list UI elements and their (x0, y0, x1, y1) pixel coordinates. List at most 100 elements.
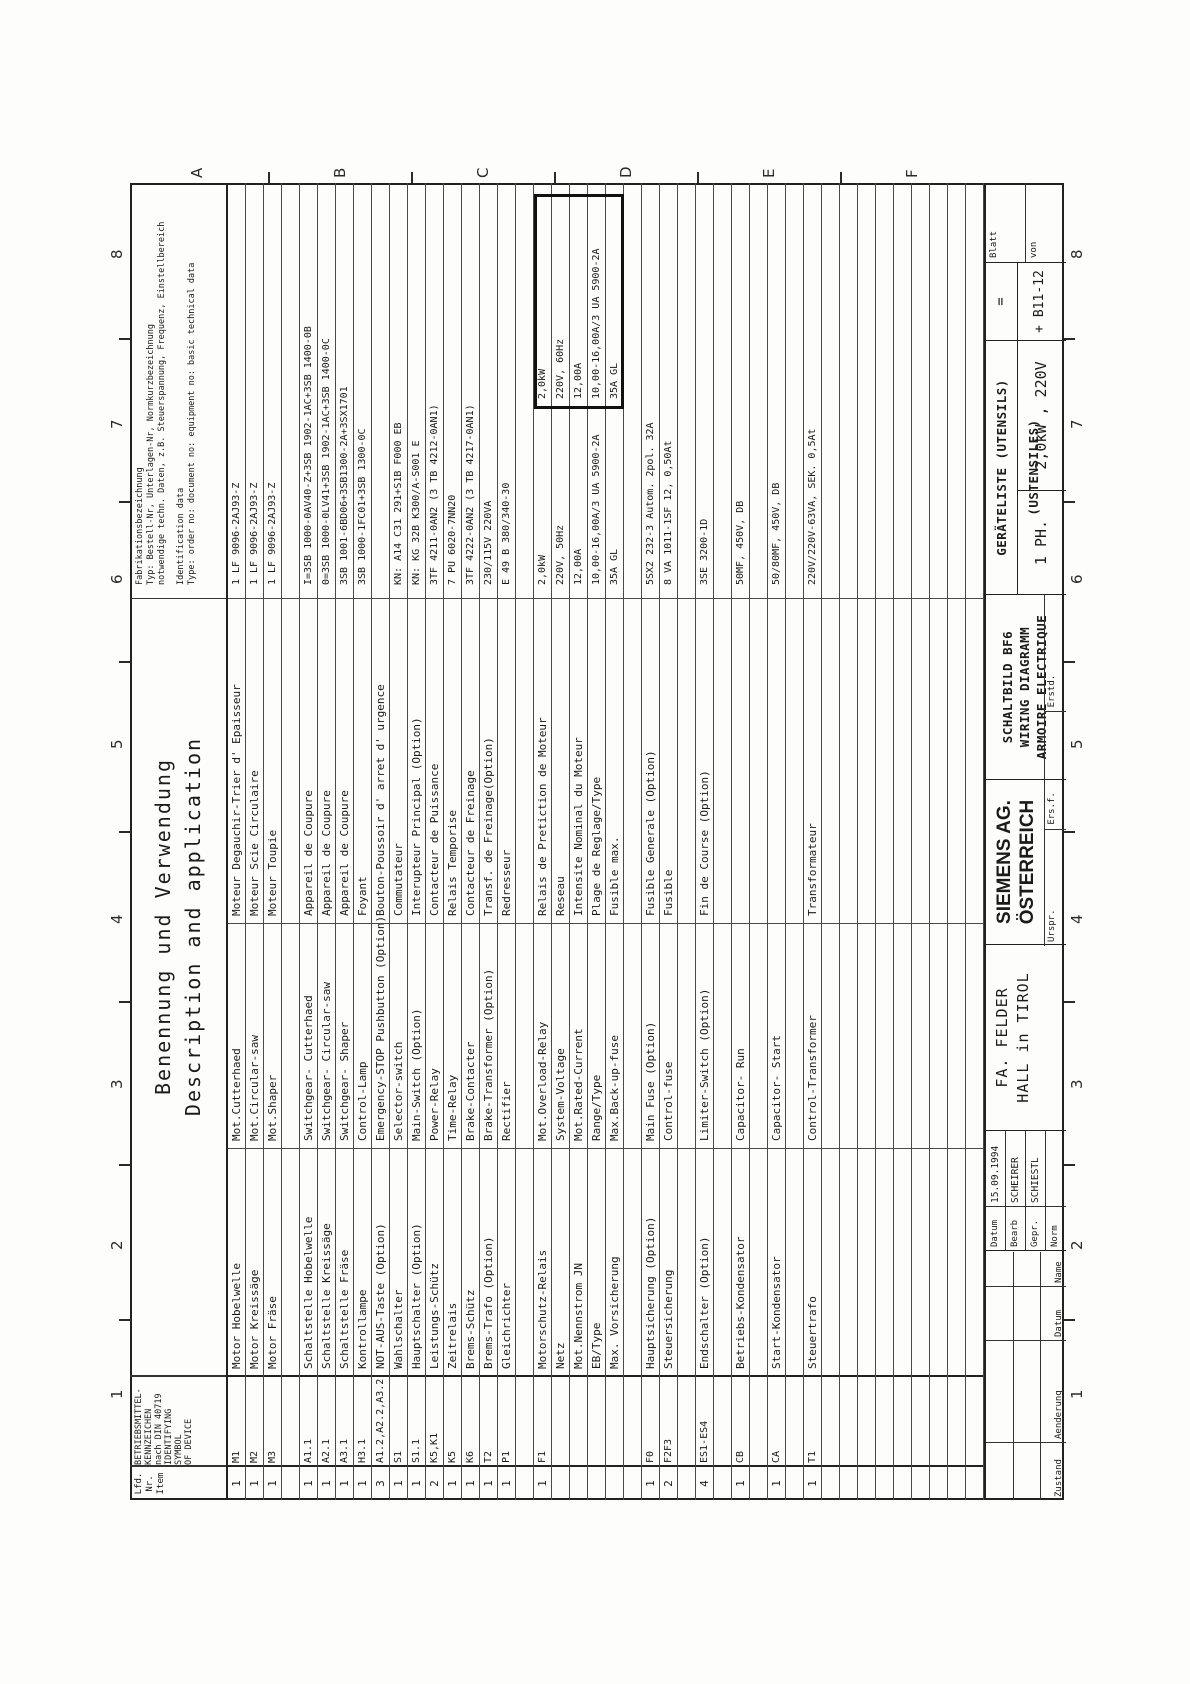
name-fr-cell (516, 599, 534, 924)
name-de-cell (930, 1149, 948, 1377)
ident-cell: KN: A14 C31 291+S1B F000 EB (393, 422, 404, 585)
drawing-title-en: WIRING DIAGRAMM (1017, 626, 1032, 748)
name-fr-cell: Appareil de Coupure (320, 790, 333, 916)
qty-cell: 1 (464, 1480, 477, 1487)
column-divider (354, 923, 371, 924)
symbol-cell: F1 (537, 1450, 548, 1463)
table-row: 1 M1 Motor Hobelwelle Mot.Cutterhaed Moteur … (228, 183, 246, 1500)
column-divider (804, 598, 821, 599)
name-en-cell: Limiter-Switch (Option) (698, 988, 711, 1141)
zone-number-top: 4 (108, 914, 126, 924)
symbol-cell (714, 1377, 732, 1467)
revision-divider (1040, 1287, 1041, 1340)
column-divider (498, 1465, 515, 1467)
column-divider (300, 1375, 317, 1377)
name-fr-cell: Bouton-Poussoir d' arret d' urgence (374, 684, 387, 916)
table-row: EB/Type Range/Type Plage de Reglage/Type 10… (588, 183, 606, 1500)
table-row: Mot.Nennstrom JN Mot.Rated-Current Intensi… (570, 183, 588, 1500)
revision-divider (1013, 1341, 1014, 1442)
column-divider (408, 1465, 425, 1467)
customer-location: HALL in TIROL (1014, 972, 1032, 1103)
symbol-cell (912, 1377, 930, 1467)
approval-row: Datum 15.09.1994 (986, 1131, 1006, 1250)
name-en-cell (876, 924, 894, 1149)
norm-label: Norm (1046, 1206, 1066, 1250)
approval-block: Datum 15.09.1994 Bearb SCHEIRER Gepr. SC… (986, 1130, 1066, 1250)
table-row: 1 T1 Steuertrafo Control-Transformer Transfo… (804, 183, 822, 1500)
qty-cell (786, 1467, 804, 1500)
name-en-cell: Control-Transformer (806, 1015, 819, 1141)
table-row: 1 H3.1 Kontrollampe Control-Lamp Foyant 3SB 1… (354, 183, 372, 1500)
table-row: 4 ES1-ES4 Endschalter (Option) Limiter-Swit… (696, 183, 714, 1500)
header-line: Identification data (176, 487, 186, 585)
column-divider (696, 923, 713, 924)
column-divider (130, 598, 226, 599)
ident-cell: 1 LF 9096-2AJ93-Z (267, 482, 278, 585)
table-row (624, 183, 642, 1500)
table-row (948, 183, 966, 1500)
name-en-cell: Capacitor- Start (770, 1035, 783, 1141)
name-en-cell (966, 924, 984, 1149)
ident-cell (516, 183, 534, 599)
zone-tick (840, 172, 842, 183)
column-divider (696, 1375, 713, 1377)
column-divider (516, 1375, 533, 1377)
column-divider (822, 598, 839, 599)
column-divider (660, 1148, 677, 1149)
name-de-cell: Schaltstelle Fräse (338, 1249, 351, 1369)
column-divider (768, 598, 785, 599)
table-row: 1 F1 Motorschutz-Relais Mot.Overload-Relay R… (534, 183, 552, 1500)
column-divider (642, 1375, 659, 1377)
revision-label: Datum (1054, 1309, 1064, 1337)
ident-cell (876, 183, 894, 599)
ident-cell: 3TF 4211-0AN2 (3 TB 4212-0AN1) (429, 404, 440, 585)
revision-table: Zustand Aenderung Datum Name (986, 1250, 1066, 1500)
name-fr-cell: Interupteur Principal (Option) (410, 717, 423, 916)
name-de-cell: Brems-Trafo (Option) (482, 1236, 495, 1369)
column-divider (372, 1375, 389, 1377)
column-divider (804, 1465, 821, 1467)
name-en-cell: Switchgear- Circular-saw (320, 982, 333, 1141)
column-divider (354, 1465, 371, 1467)
name-fr-cell: Fin de Course (Option) (698, 770, 711, 916)
column-divider (444, 1375, 461, 1377)
revision-divider (1013, 1252, 1014, 1286)
name-en-cell (678, 924, 696, 1149)
ident-cell (858, 183, 876, 599)
table-row (750, 183, 768, 1500)
column-divider (246, 1375, 263, 1377)
qty-cell: 1 (338, 1480, 351, 1487)
column-divider (318, 598, 335, 599)
symbol-cell: T1 (807, 1450, 818, 1463)
gepr-value: SCHIESTL (1030, 1157, 1041, 1203)
zone-letter-right: C (474, 167, 492, 178)
name-fr-cell (714, 599, 732, 924)
column-divider (516, 598, 533, 599)
column-divider (480, 923, 497, 924)
symbol-cell (858, 1377, 876, 1467)
ident-60hz-cell: 2,0kW (537, 368, 548, 399)
name-fr-cell: Moteur Scie Circulaire (248, 770, 261, 916)
symbol-cell (822, 1377, 840, 1467)
column-divider (300, 1148, 317, 1149)
header-identification-column: Fabrikationsbezeichnung Typ: Bestell-Nr, … (130, 183, 228, 599)
column-divider (588, 923, 605, 924)
ident-cell (786, 183, 804, 599)
column-divider (462, 1375, 479, 1377)
column-divider (336, 1148, 353, 1149)
column-divider (678, 1375, 695, 1377)
name-fr-cell (282, 599, 300, 924)
column-divider (768, 1465, 785, 1467)
approval-row: Gepr. SCHIESTL (1026, 1131, 1046, 1250)
name-de-cell (822, 1149, 840, 1377)
column-divider (390, 1465, 407, 1467)
column-divider (552, 598, 569, 599)
column-divider (372, 1465, 389, 1467)
column-divider (588, 1465, 605, 1467)
column-divider (570, 1465, 587, 1467)
name-fr-cell: Redresseur (500, 849, 513, 916)
ident-cell: KN: KG 32B K300/A-S001 E (411, 440, 422, 586)
symbol-cell: CA (771, 1450, 782, 1463)
name-de-cell: Max. Vorsicherung (608, 1256, 621, 1369)
revision-divider (1013, 1443, 1014, 1500)
